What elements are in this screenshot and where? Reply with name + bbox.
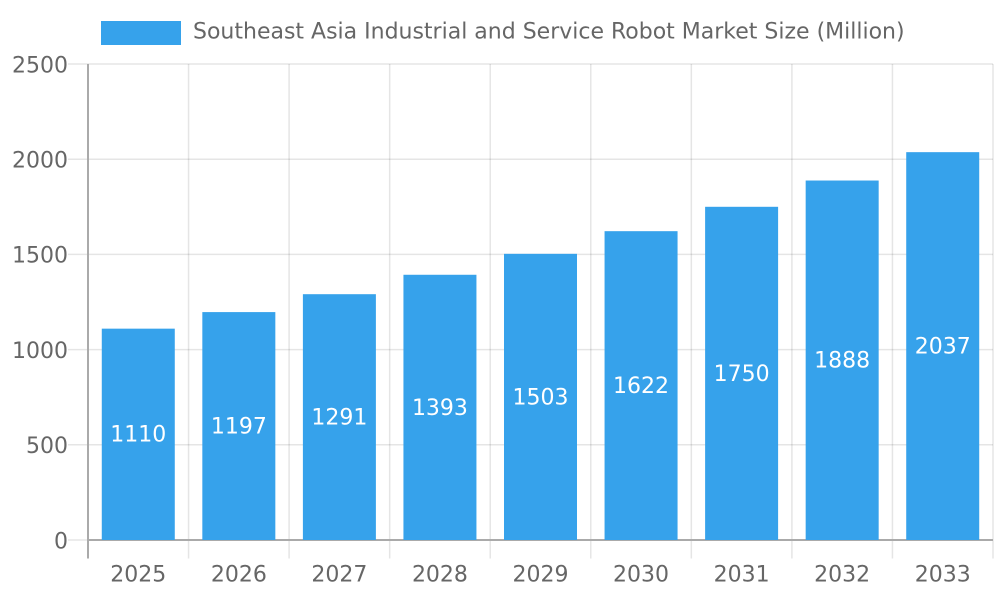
svg-text:2030: 2030 [613, 563, 669, 588]
svg-text:2033: 2033 [915, 563, 971, 588]
svg-text:2500: 2500 [12, 53, 68, 78]
svg-text:2000: 2000 [12, 149, 68, 174]
svg-text:1500: 1500 [12, 244, 68, 269]
svg-text:2028: 2028 [412, 563, 468, 588]
svg-text:0: 0 [54, 529, 68, 554]
svg-text:1110: 1110 [110, 423, 166, 448]
svg-text:2026: 2026 [211, 563, 267, 588]
svg-text:2029: 2029 [513, 563, 569, 588]
svg-text:1393: 1393 [412, 396, 468, 421]
svg-text:1291: 1291 [311, 406, 367, 431]
svg-text:1000: 1000 [12, 339, 68, 364]
svg-text:1622: 1622 [613, 374, 669, 399]
svg-text:Southeast Asia Industrial and: Southeast Asia Industrial and Service Ro… [193, 20, 905, 45]
svg-text:1750: 1750 [714, 362, 770, 387]
svg-text:2037: 2037 [915, 334, 971, 359]
svg-text:2025: 2025 [110, 563, 166, 588]
svg-text:1888: 1888 [814, 349, 870, 374]
svg-text:2031: 2031 [714, 563, 770, 588]
svg-text:500: 500 [26, 434, 68, 459]
svg-text:2032: 2032 [814, 563, 870, 588]
svg-text:1197: 1197 [211, 414, 267, 439]
svg-text:1503: 1503 [513, 385, 569, 410]
svg-text:2027: 2027 [311, 563, 367, 588]
